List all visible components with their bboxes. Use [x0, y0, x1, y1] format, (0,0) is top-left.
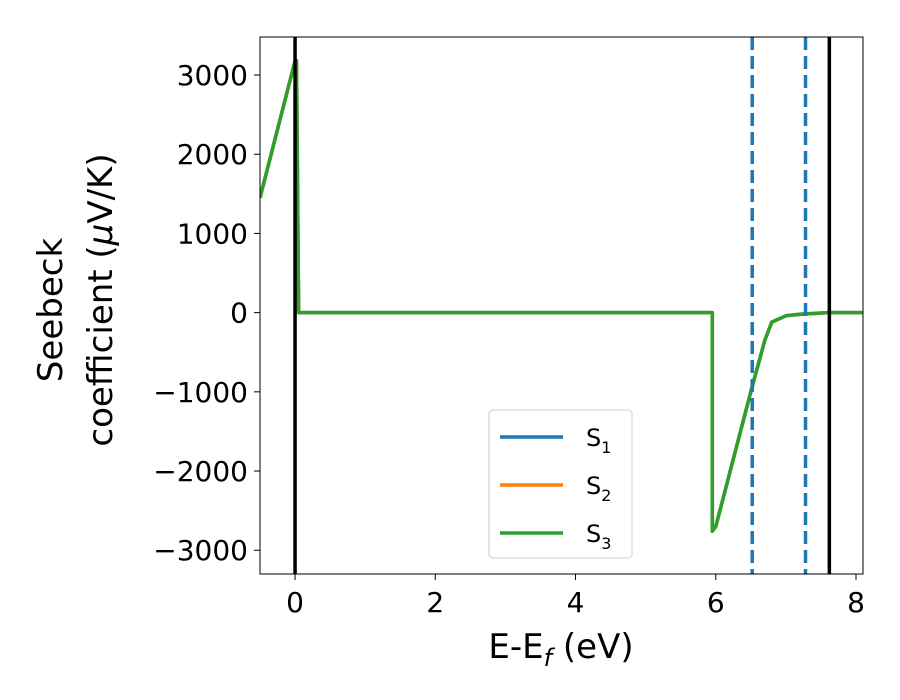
- legend: S1 S2 S3: [488, 409, 633, 559]
- x-tick-label: 0: [286, 586, 304, 619]
- x-tick-label: 2: [426, 586, 444, 619]
- axis-ticks: 0 2 4 6 8 3000 2000 1000 0 −1000 −2000 −3000: [153, 59, 865, 619]
- y-axis-label: Seebeck coefficient (μV/K): [31, 153, 121, 446]
- y-tick-label: −1000: [153, 376, 248, 409]
- y-tick-label: 2000: [177, 138, 248, 171]
- y-tick-label: −3000: [153, 534, 248, 567]
- y-axis-label-line1: Seebeck: [31, 238, 71, 383]
- y-axis-label-line2: coefficient (μV/K): [81, 153, 121, 446]
- plot-area: [260, 37, 863, 574]
- x-tick-label: 8: [847, 586, 865, 619]
- x-tick-label: 4: [567, 586, 585, 619]
- y-tick-label: 0: [230, 297, 248, 330]
- plot-frame: [259, 36, 864, 575]
- x-tick-label: 6: [707, 586, 725, 619]
- x-axis-label: E-Ef (eV): [488, 627, 633, 672]
- legend-label-s3: S3: [586, 520, 611, 553]
- y-tick-label: −2000: [153, 455, 248, 488]
- legend-label-s1: S1: [586, 424, 611, 457]
- series-line-s3: [260, 59, 863, 533]
- legend-label-s2: S2: [586, 472, 611, 505]
- y-tick-label: 1000: [177, 217, 248, 250]
- y-tick-label: 3000: [177, 59, 248, 92]
